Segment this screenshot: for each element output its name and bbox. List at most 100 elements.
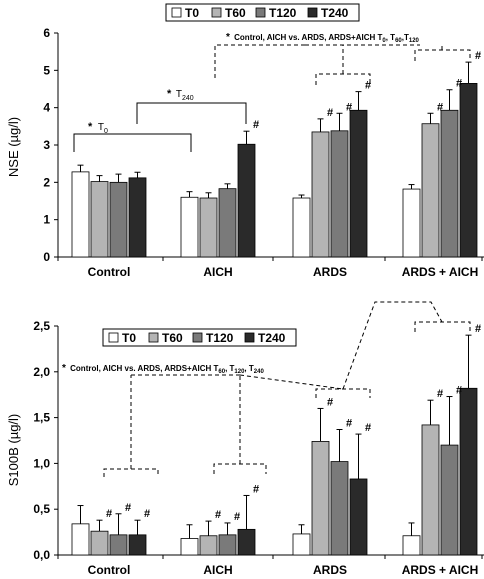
nse-legend-swatch-t240 [307, 7, 318, 18]
s100b-dashed-link-up [239, 374, 344, 390]
s100b-category-label: ARDS [313, 563, 347, 577]
nse-significance-brackets [73, 44, 471, 152]
nse-y-tick-label: 6 [43, 26, 50, 40]
s100b-bars [71, 387, 478, 556]
nse-significance-hash: # [437, 101, 443, 113]
nse-bar-t60 [199, 197, 218, 258]
s100b-dashed-ardsaich [414, 321, 471, 332]
nse-legend-swatch-t120 [255, 7, 266, 18]
s100b-dashed-ards [315, 388, 371, 398]
nse-category-label: ARDS + AICH [402, 265, 479, 279]
s100b-category-label: ARDS + AICH [402, 563, 479, 577]
t0-annotation: * T0 [88, 121, 108, 135]
s100b-legend-label-t240: T240 [258, 331, 286, 345]
nse-dashed-left-arm [214, 44, 305, 78]
s100b-y-tick-labels: 0,0 0,5 1,0 1,5 2,0 2,5 [33, 319, 50, 562]
s100b-significance-hash: # [215, 509, 221, 521]
nse-legend-label-t60: T60 [225, 6, 246, 20]
s100b-category-label: AICH [203, 563, 232, 577]
s100b-category-labels: Control AICH ARDS ARDS + AICH [88, 563, 479, 577]
t240-bracket [136, 102, 247, 124]
s100b-bar-t240 [237, 528, 256, 556]
s100b-bar-t0 [180, 538, 199, 556]
s100b-bar-t240 [128, 534, 147, 556]
s100b-significance-brackets [103, 301, 471, 477]
nse-bar-t0 [180, 196, 199, 258]
nse-dashed-ardsaich [414, 49, 471, 61]
s100b-bar-t120 [218, 534, 237, 556]
nse-chart: # # # # # # # Control AICH ARDS ARDS + AICH 0 1 2 3 4… [6, 3, 484, 279]
nse-significance-hash: # [253, 119, 259, 131]
s100b-significance-hash: # [253, 483, 259, 495]
nse-bar-t60 [421, 123, 440, 258]
s100b-category-label: Control [88, 563, 131, 577]
nse-legend-label-t120: T120 [269, 6, 297, 20]
s100b-comparison-annotation: * Control, AICH vs. ARDS, ARDS+AICH T60,… [62, 363, 264, 375]
s100b-significance-hash: # [234, 511, 240, 523]
nse-legend-label-t0: T0 [185, 6, 199, 20]
s100b-y-tick-label: 1,5 [33, 411, 50, 425]
s100b-bar-t60 [199, 535, 218, 556]
nse-bar-t240 [459, 83, 478, 258]
s100b-annotations: * Control, AICH vs. ARDS, ARDS+AICH T60,… [62, 363, 264, 375]
nse-bar-t240 [237, 143, 256, 258]
nse-bar-t0 [292, 197, 311, 258]
s100b-bar-t0 [71, 523, 90, 556]
s100b-significance-hash: # [327, 396, 333, 408]
nse-y-tick-labels: 0 1 2 3 4 5 6 [43, 26, 50, 264]
s100b-bar-t120 [109, 534, 128, 556]
s100b-bar-t60 [90, 530, 109, 556]
s100b-significance-hash: # [346, 418, 352, 430]
s100b-significance-hash: # [456, 385, 462, 397]
s100b-y-tick-label: 2,5 [33, 319, 50, 333]
s100b-chart: ### # #### ## ## Control AICH ARDS ARDS + AICH … [6, 301, 484, 577]
s100b-legend-label-t60: T60 [162, 331, 183, 345]
nse-bar-t120 [330, 130, 349, 258]
s100b-bar-t240 [349, 478, 368, 556]
s100b-legend-swatch-t60 [148, 332, 159, 343]
nse-bar-t240 [349, 109, 368, 258]
nse-y-axis-label: NSE (µg/l) [6, 117, 21, 177]
nse-significance-hash: # [365, 80, 371, 92]
s100b-dashed-top-link [342, 301, 443, 390]
nse-comparison-annotation: * Control, AICH vs. ARDS, ARDS+AICH T0, … [226, 32, 420, 44]
nse-dashed-ards [315, 73, 371, 85]
nse-significance-hash: # [456, 78, 462, 90]
nse-bar-t60 [90, 181, 109, 258]
nse-y-tick-label: 5 [43, 63, 50, 77]
nse-significance-marks: # # # # # # # [253, 50, 481, 131]
s100b-bar-t240 [459, 387, 478, 556]
nse-y-tick-label: 3 [43, 138, 50, 152]
nse-bar-t120 [109, 181, 128, 258]
nse-legend: T0 T60 T120 T240 [165, 3, 360, 22]
s100b-bar-t60 [311, 441, 330, 556]
nse-bar-t60 [311, 131, 330, 258]
nse-y-tick-label: 2 [43, 175, 50, 189]
nse-bar-t240 [128, 177, 147, 258]
t0-bracket [73, 133, 192, 152]
s100b-bar-t120 [330, 461, 349, 556]
nse-category-labels: Control AICH ARDS ARDS + AICH [88, 265, 479, 279]
nse-legend-swatch-t60 [211, 7, 222, 18]
s100b-bar-t60 [421, 424, 440, 556]
s100b-dashed-aich [213, 463, 267, 474]
s100b-significance-hash: # [106, 508, 112, 520]
nse-annotations: * T0 * T240 * Control, AICH vs. ARDS, AR… [88, 32, 420, 135]
nse-bar-t120 [440, 109, 459, 258]
nse-significance-hash: # [475, 50, 481, 62]
s100b-legend-label-t0: T0 [122, 331, 136, 345]
s100b-bar-t120 [440, 444, 459, 556]
nse-category-label: ARDS [313, 265, 347, 279]
s100b-y-axis-label: S100B (µg/l) [6, 414, 21, 487]
s100b-legend-label-t120: T120 [206, 331, 234, 345]
nse-y-tick-label: 4 [43, 101, 50, 115]
s100b-legend: T0 T60 T120 T240 [102, 328, 297, 347]
s100b-y-tick-label: 2,0 [33, 365, 50, 379]
s100b-significance-marks: # # # # # # # # # # # # [106, 323, 481, 523]
s100b-error-bars [77, 334, 472, 539]
nse-significance-hash: # [327, 107, 333, 119]
t240-annotation: * T240 [167, 88, 194, 102]
nse-category-label: Control [88, 265, 131, 279]
s100b-bar-t0 [402, 535, 421, 556]
